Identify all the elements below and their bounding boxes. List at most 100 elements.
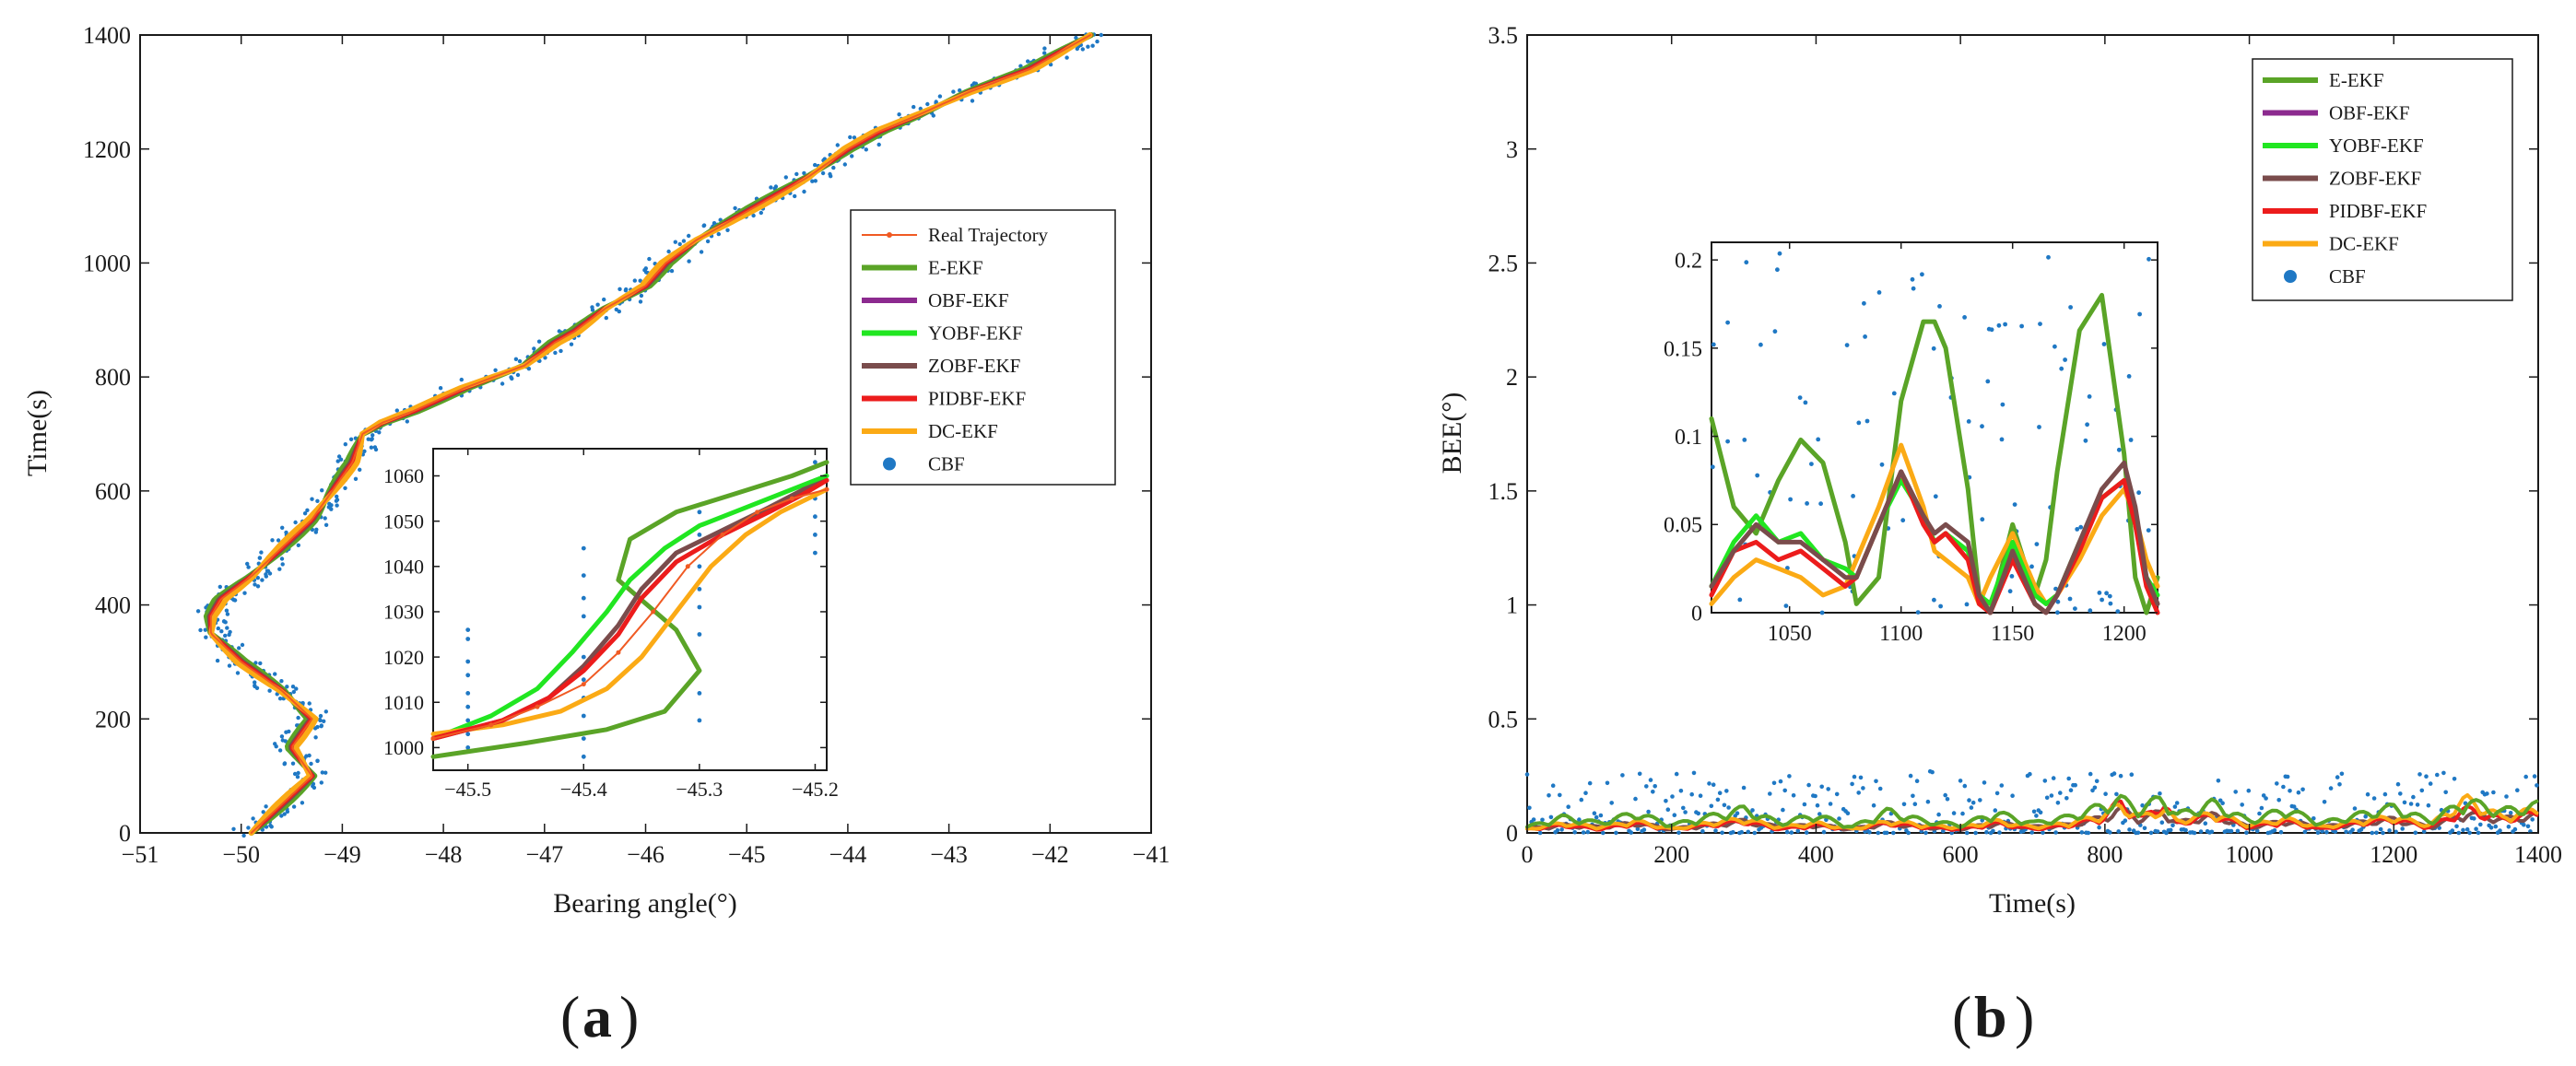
- panel-b-inset-cbf-point: [1759, 342, 1763, 347]
- panel-b-cbf-point: [1653, 784, 1657, 789]
- panel-b-cbf-point: [2474, 826, 2478, 831]
- panel-b-cbf-point: [1700, 828, 1705, 834]
- panel-a-cbf-point: [257, 556, 263, 560]
- panel-b-inset-series-zobf: [1709, 460, 2160, 615]
- panel-b-cbf-point: [2168, 827, 2173, 833]
- panel-b-cbf-point: [2118, 773, 2123, 779]
- panel-a-cbf-point: [219, 629, 224, 634]
- panel-b-cbf-point: [1707, 781, 1711, 786]
- panel-a-cbf-point: [1080, 47, 1086, 52]
- panel-b-cbf-point: [2488, 826, 2494, 830]
- panel-b-cbf-point: [2254, 828, 2260, 834]
- panel-a-inset-cbf-point: [465, 673, 471, 678]
- panel-a-inset-cbf-point: [697, 587, 702, 592]
- legend-label-yobf: YOBF-EKF: [928, 322, 1023, 345]
- panel-a-cbf-point: [559, 348, 563, 354]
- panel-b-xtick-label: 800: [2087, 841, 2123, 868]
- panel-b-ytick-label: 3: [1506, 136, 1518, 163]
- panel-a-cbf-point: [925, 101, 930, 107]
- panel-a-cbf-point: [500, 381, 505, 386]
- panel-b-cbf-point: [1644, 784, 1649, 789]
- panel-a-cbf-point: [255, 576, 260, 580]
- panel-b-inset-cbf-point: [2108, 601, 2113, 606]
- panel-b-cbf-point: [1547, 793, 1551, 798]
- panel-b-inset-ytick-label: 0.1: [1675, 426, 1702, 450]
- panel-a-cbf-point: [373, 447, 379, 452]
- panel-b-cbf-point: [1771, 780, 1777, 786]
- panel-b-cbf-point: [2088, 771, 2093, 777]
- panel-b-cbf-point: [2378, 826, 2383, 832]
- panel-b-cbf-point: [2522, 822, 2526, 827]
- panel-a-inset-cbf-point: [581, 736, 586, 741]
- panel-b-inset-cbf-point: [1962, 315, 1968, 320]
- panel-b-cbf-point: [1731, 830, 1735, 835]
- panel-b-inset-cbf-point: [2009, 574, 2015, 579]
- panel-b-cbf-point: [2411, 794, 2416, 800]
- panel-b-inset-xtick-label: 1150: [1991, 622, 2034, 646]
- panel-b-cbf-point: [1722, 802, 1727, 808]
- panel-a-xtick-label: −49: [323, 841, 361, 868]
- panel-a-cbf-point: [842, 162, 847, 167]
- panel-a-cbf-point: [513, 357, 519, 361]
- panel-b-cbf-point: [1665, 807, 1671, 812]
- panel-a-cbf-point: [852, 135, 857, 140]
- panel-a-cbf-point: [912, 104, 916, 110]
- panel-b-cbf-point: [2220, 801, 2225, 805]
- panel-a-cbf-point: [307, 701, 312, 706]
- panel-a-cbf-point: [769, 185, 773, 190]
- panel-b-cbf-point: [1674, 771, 1679, 777]
- panel-b-xtick-label: 200: [1653, 841, 1689, 868]
- panel-b-cbf-point: [1696, 811, 1700, 816]
- panel-a-cbf-point: [831, 165, 836, 170]
- panel-b-inset-cbf-point: [1985, 379, 1991, 384]
- panel-b-cbf-point: [2198, 829, 2204, 834]
- panel-b-cbf-point: [1791, 793, 1796, 798]
- panel-a-cbf-point: [292, 771, 298, 777]
- panel-b-chart: 0 200 400 600 800 1000 1200 1400 0 0.5 1 1.5 2 2.5 3 3.…: [1437, 22, 2562, 919]
- panel-a-inset-ytick-label: 1060: [383, 464, 424, 487]
- panel-b-cbf-point: [2535, 783, 2539, 788]
- panel-b-inset-cbf-point: [2063, 357, 2068, 362]
- panel-a-ytick-label: 200: [95, 706, 131, 732]
- panel-a-cbf-point: [259, 550, 264, 555]
- panel-a-inset-cbf-point: [465, 691, 471, 696]
- panel-b-cbf-point: [1858, 775, 1864, 780]
- panel-b-cbf-point: [2073, 782, 2077, 788]
- panel-b-cbf-point: [1698, 793, 1703, 798]
- panel-a-xlabel: Bearing angle(°): [553, 888, 736, 919]
- panel-a-cbf-point: [335, 494, 339, 499]
- panel-a-inset-ytick-label: 1040: [383, 556, 424, 579]
- panel-b-ytick-label: 1.5: [1488, 478, 1519, 505]
- panel-b-cbf-point: [2261, 793, 2266, 798]
- panel-b-cbf-point: [1581, 830, 1586, 835]
- panel-b-cbf-point: [2172, 804, 2178, 809]
- panel-b-cbf-point: [2079, 830, 2085, 835]
- panel-b-inset-cbf-point: [1844, 343, 1850, 347]
- panel-b-cbf-point: [1821, 829, 1827, 835]
- panel-a-inset-ytick-label: 1010: [383, 691, 424, 714]
- legend-label-cbf: CBF: [928, 453, 965, 475]
- panel-a-cbf-point: [270, 538, 275, 543]
- panel-a-cbf-point: [245, 561, 250, 567]
- panel-a-cbf-point: [569, 342, 574, 346]
- panel-a-cbf-point: [235, 671, 241, 675]
- panel-a-cbf-point: [315, 498, 320, 503]
- panel-a-inset-real-marker: [616, 650, 621, 655]
- panel-a-cbf-point: [864, 147, 868, 152]
- panel-b-cbf-point: [1914, 779, 1920, 783]
- panel-a-cbf-point: [438, 386, 443, 391]
- panel-b-cbf-point: [2387, 828, 2392, 833]
- panel-b-inset-cbf-point: [1932, 597, 1936, 603]
- panel-a-cbf-point: [604, 315, 608, 321]
- panel-a-cbf-point: [277, 697, 283, 701]
- panel-a-cbf-point: [253, 684, 257, 689]
- panel-b-cbf-point: [2400, 826, 2405, 831]
- panel-b-cbf-point: [2530, 817, 2535, 822]
- panel-b-cbf-point: [2424, 774, 2429, 779]
- panel-a-cbf-point: [319, 723, 323, 728]
- panel-a-cbf-point: [307, 753, 312, 758]
- legend-label-cbf: CBF: [2329, 265, 2366, 287]
- panel-b-cbf-point: [1572, 830, 1577, 835]
- panel-b-cbf-point: [2525, 824, 2531, 829]
- panel-b-ytick-label: 0: [1506, 820, 1518, 847]
